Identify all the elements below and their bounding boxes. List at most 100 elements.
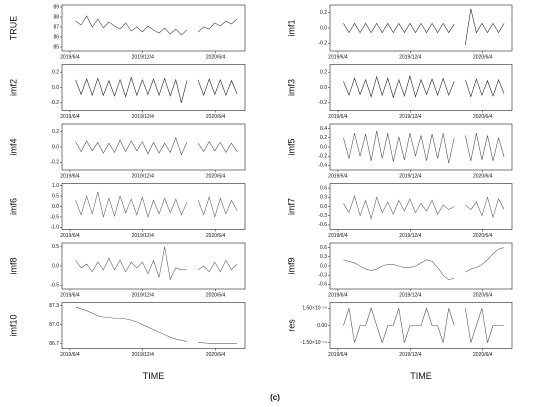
x-axis-label: TIME <box>143 371 165 381</box>
y-axis-label: imf7 <box>286 198 296 215</box>
y-tick-label: 0.0 <box>52 85 59 91</box>
y-tick-label: 0.0 <box>320 204 327 210</box>
y-tick-label: 1.50×10⁻¹⁴ <box>302 306 327 312</box>
x-tick-label: 2019/12/4 <box>132 173 154 179</box>
series-line <box>75 76 238 103</box>
y-axis-label: imf9 <box>286 257 296 274</box>
x-tick-label: 2019/12/4 <box>399 352 421 358</box>
x-tick-label: 2020/6/4 <box>206 173 226 179</box>
y-tick-label: 0.0 <box>320 144 327 150</box>
caption: (c) <box>270 393 280 402</box>
series-line <box>75 136 238 156</box>
panel-frame <box>329 242 513 290</box>
y-tick-label: 0.3 <box>320 195 327 201</box>
y-tick-label: 0.2 <box>320 69 327 75</box>
y-tick-label: -0.5 <box>50 282 59 288</box>
y-axis-label: imf4 <box>8 138 18 155</box>
y-axis-label: imf2 <box>8 79 18 96</box>
series-line <box>343 74 505 99</box>
y-tick-label: -0.3 <box>318 273 327 279</box>
y-tick-label: -0.2 <box>318 154 327 160</box>
y-tick-label: 86 <box>53 34 59 40</box>
panel-frame <box>61 302 246 349</box>
y-tick-label: 0.2 <box>320 10 327 16</box>
y-tick-label: 0.0 <box>320 25 327 31</box>
y-tick-label: -0.4 <box>318 163 327 169</box>
x-tick-label: 2020/6/4 <box>206 114 226 120</box>
x-tick-label: 2019/12/4 <box>132 54 154 60</box>
x-tick-label: 2019/6/4 <box>60 292 80 298</box>
series-line <box>343 130 505 164</box>
y-axis-label: imf10 <box>8 314 18 336</box>
x-tick-label: 2019/6/4 <box>328 54 348 60</box>
y-tick-label: -0.2 <box>50 160 59 166</box>
x-tick-label: 2020/6/4 <box>206 292 226 298</box>
y-axis-label: TRUE <box>8 16 18 41</box>
y-tick-label: 0.6 <box>320 185 327 191</box>
x-tick-label: 2020/6/4 <box>206 233 226 239</box>
y-tick-label: 0.2 <box>320 135 327 141</box>
y-axis-label: imf6 <box>8 198 18 215</box>
x-tick-label: 2019/6/4 <box>60 233 80 239</box>
x-tick-label: 2019/6/4 <box>60 173 80 179</box>
y-tick-label: 87 <box>53 24 59 30</box>
x-axis-label: TIME <box>410 371 432 381</box>
y-tick-label: -0.3 <box>318 213 327 219</box>
y-tick-label: 0.0 <box>320 263 327 269</box>
x-tick-label: 2019/12/4 <box>399 233 421 239</box>
y-tick-label: 0.4 <box>320 126 327 132</box>
x-tick-label: 2020/6/4 <box>473 173 493 179</box>
series-line <box>75 15 238 36</box>
x-tick-label: 2019/6/4 <box>328 233 348 239</box>
y-tick-label: 86.7 <box>49 341 59 347</box>
x-tick-label: 2020/6/4 <box>206 352 226 358</box>
x-tick-label: 2020/6/4 <box>473 292 493 298</box>
y-tick-label: 0.0 <box>52 204 59 210</box>
x-tick-label: 2019/12/4 <box>399 54 421 60</box>
panel-frame <box>61 242 246 290</box>
x-tick-label: 2019/12/4 <box>132 292 154 298</box>
x-tick-label: 2020/6/4 <box>473 114 493 120</box>
y-tick-label: 1.0 <box>52 183 59 189</box>
series-line <box>343 307 505 344</box>
x-tick-label: 2019/12/4 <box>132 233 154 239</box>
y-axis-label: imf3 <box>286 79 296 96</box>
y-tick-label: 0.2 <box>52 69 59 75</box>
y-tick-label: 87.3 <box>49 303 59 309</box>
y-tick-label: -0.5 <box>50 214 59 220</box>
x-tick-label: 2019/6/4 <box>60 114 80 120</box>
x-tick-label: 2019/6/4 <box>60 352 80 358</box>
series-line <box>75 191 238 219</box>
x-tick-label: 2019/6/4 <box>328 114 348 120</box>
y-axis-label: imf1 <box>286 19 296 36</box>
y-tick-label: 0.0 <box>52 263 59 269</box>
series-line <box>75 246 238 281</box>
x-tick-label: 2019/12/4 <box>399 173 421 179</box>
series-line <box>343 247 505 281</box>
x-tick-label: 2020/6/4 <box>473 352 493 358</box>
y-tick-label: -0.2 <box>318 41 327 47</box>
series-line <box>75 306 238 344</box>
panel-frame <box>61 4 246 52</box>
x-tick-label: 2019/12/4 <box>399 292 421 298</box>
y-tick-label: 89 <box>53 4 59 10</box>
y-axis-label: imf5 <box>286 138 296 155</box>
x-tick-label: 2019/6/4 <box>328 173 348 179</box>
y-tick-label: -0.6 <box>318 282 327 288</box>
y-tick-label: 88 <box>53 14 59 20</box>
y-tick-label: 0.6 <box>320 245 327 251</box>
series-line <box>343 8 505 45</box>
x-tick-label: 2019/6/4 <box>328 352 348 358</box>
x-tick-label: 2019/6/4 <box>328 292 348 298</box>
y-tick-label: 0.0 <box>320 85 327 91</box>
x-tick-label: 2019/12/4 <box>132 352 154 358</box>
y-axis-label: res <box>286 319 296 332</box>
y-tick-label: 0.00 <box>317 323 327 329</box>
x-tick-label: 2019/12/4 <box>132 114 154 120</box>
y-tick-label: 0.2 <box>52 129 59 135</box>
y-tick-label: -0.2 <box>318 100 327 106</box>
x-tick-label: 2019/12/4 <box>399 114 421 120</box>
y-axis-label: imf8 <box>8 257 18 274</box>
series-line <box>343 194 505 220</box>
